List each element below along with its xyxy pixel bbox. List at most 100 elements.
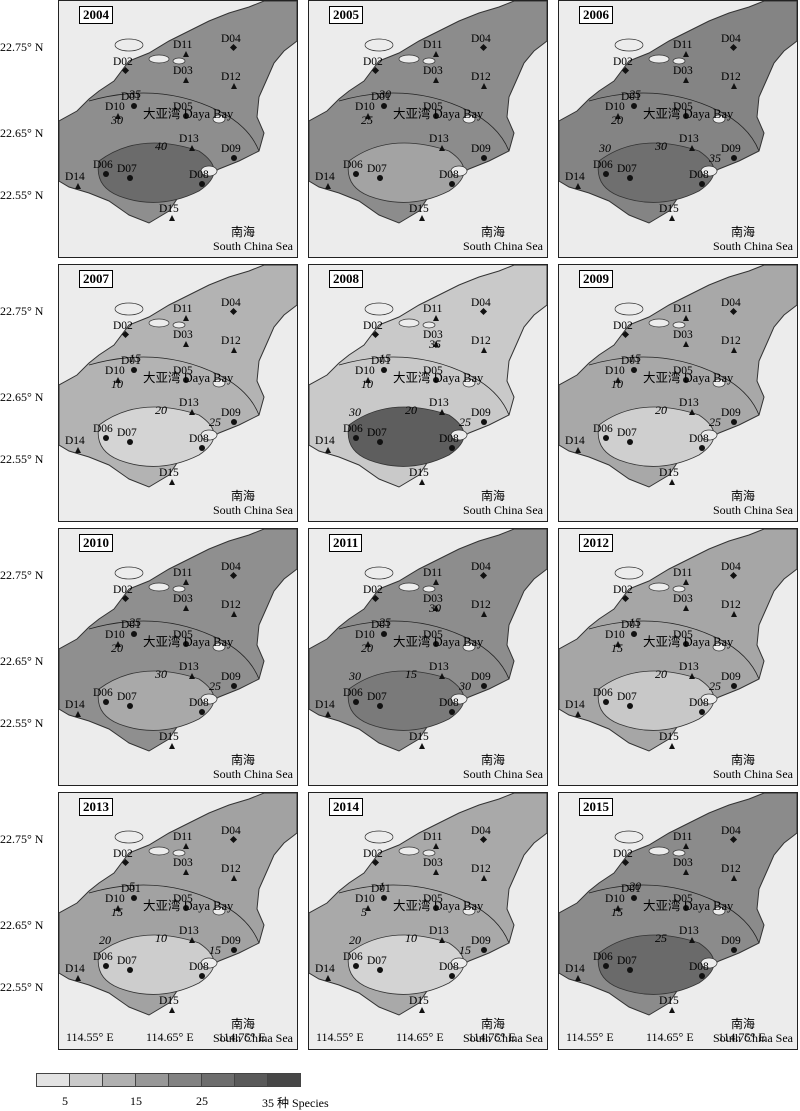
station-marker-d13 <box>439 409 445 415</box>
station-label-d07: D07 <box>617 163 637 175</box>
sea-name-label: 南海 South China Sea <box>713 753 793 781</box>
station-marker-d07 <box>627 703 633 709</box>
station-marker-d09 <box>231 155 237 161</box>
island <box>672 321 686 329</box>
sea-name-cn: 南海 <box>480 1017 505 1031</box>
station-label-d14: D14 <box>315 699 335 711</box>
contour-value-label: 25 <box>209 679 221 693</box>
station-marker-d06 <box>353 699 359 705</box>
legend-swatch <box>69 1073 103 1087</box>
island <box>672 57 686 65</box>
contour-line <box>338 356 510 416</box>
station-label-d01: D01 <box>371 91 391 103</box>
station-marker-d08 <box>199 445 205 451</box>
island <box>450 165 468 177</box>
contour-value-label: 10 <box>111 377 123 391</box>
longitude-label: 114.65° E <box>396 1030 444 1044</box>
station-marker-d10 <box>365 113 371 119</box>
station-label-d09: D09 <box>221 935 241 947</box>
contour-zone <box>347 142 465 203</box>
island <box>700 429 718 441</box>
station-marker-d09 <box>481 683 487 689</box>
station-label-d05: D05 <box>173 365 193 377</box>
station-label-d07: D07 <box>367 691 387 703</box>
station-label-d08: D08 <box>439 169 459 181</box>
station-label-d08: D08 <box>439 433 459 445</box>
contour-line <box>588 356 760 416</box>
island <box>712 378 726 388</box>
contour-value-label: 10 <box>361 377 373 391</box>
station-marker-d15 <box>419 743 425 749</box>
station-label-d15: D15 <box>159 203 179 215</box>
station-label-d15: D15 <box>659 995 679 1007</box>
station-marker-d07 <box>127 439 133 445</box>
legend-swatch <box>36 1073 70 1087</box>
station-label-d05: D05 <box>673 893 693 905</box>
station-label-d07: D07 <box>617 691 637 703</box>
station-label-d02: D02 <box>363 584 383 596</box>
contour-zone <box>97 406 215 467</box>
station-label-d11: D11 <box>173 39 193 51</box>
contour-value-label: 20 <box>405 403 417 417</box>
station-label-d06: D06 <box>593 687 613 699</box>
bay-name-label: 大亚湾 Daya Bay <box>643 899 734 913</box>
station-marker-d09 <box>731 419 737 425</box>
contour-zone <box>347 670 465 731</box>
station-label-d13: D13 <box>179 661 199 673</box>
contour-value-label: 35 <box>129 87 141 101</box>
station-marker-d11 <box>683 315 689 321</box>
station-label-d04: D04 <box>221 297 241 309</box>
contour-value-label: 20 <box>99 933 111 947</box>
station-marker-d06 <box>353 963 359 969</box>
island <box>462 642 476 652</box>
station-marker-d08 <box>699 445 705 451</box>
station-marker-d09 <box>481 947 487 953</box>
map-panel-2010: 2010 D04 D11 D02 D03 D12 D01 D10 D05 D13 D09 D06 D07… <box>58 528 298 786</box>
station-marker-d05 <box>683 113 689 119</box>
year-label: 2004 <box>79 6 113 24</box>
station-label-d09: D09 <box>471 143 491 155</box>
sea-name-cn: 南海 <box>730 753 755 767</box>
station-marker-d03 <box>433 605 439 611</box>
station-label-d05: D05 <box>173 893 193 905</box>
station-label-d11: D11 <box>173 831 193 843</box>
station-label-d07: D07 <box>617 427 637 439</box>
station-marker-d11 <box>433 315 439 321</box>
station-label-d03: D03 <box>673 329 693 341</box>
station-label-d02: D02 <box>363 56 383 68</box>
station-label-d08: D08 <box>689 433 709 445</box>
station-label-d07: D07 <box>617 955 637 967</box>
station-marker-d09 <box>731 683 737 689</box>
station-marker-d14 <box>75 975 81 981</box>
station-marker-d06 <box>353 171 359 177</box>
station-label-d01: D01 <box>621 883 641 895</box>
station-label-d11: D11 <box>173 567 193 579</box>
legend-swatch <box>267 1073 301 1087</box>
sea-name-label: 南海 South China Sea <box>213 753 293 781</box>
contour-value-label: 30 <box>111 113 123 127</box>
station-label-d04: D04 <box>221 561 241 573</box>
bay-map <box>59 1 297 224</box>
station-marker-d05 <box>183 905 189 911</box>
station-label-d09: D09 <box>721 671 741 683</box>
station-marker-d12 <box>481 875 487 881</box>
station-marker-d12 <box>731 83 737 89</box>
map-panel-2012: 2012 D04 D11 D02 D03 D12 D01 D10 D05 D13 D09 D06 D07… <box>558 528 798 786</box>
station-marker-d07 <box>127 703 133 709</box>
station-marker-d09 <box>231 419 237 425</box>
island <box>148 846 170 856</box>
station-label-d12: D12 <box>471 599 491 611</box>
station-marker-d07 <box>377 703 383 709</box>
contour-value-label: 5 <box>361 905 367 919</box>
station-label-d06: D06 <box>593 423 613 435</box>
station-label-d09: D09 <box>221 143 241 155</box>
station-marker-d11 <box>683 579 689 585</box>
station-marker-d01 <box>131 103 137 109</box>
year-label: 2012 <box>579 534 613 552</box>
station-marker-d10 <box>365 377 371 383</box>
station-marker-d03 <box>683 341 689 347</box>
island <box>398 318 420 328</box>
station-label-d06: D06 <box>593 951 613 963</box>
station-label-d02: D02 <box>363 320 383 332</box>
station-label-d01: D01 <box>121 883 141 895</box>
